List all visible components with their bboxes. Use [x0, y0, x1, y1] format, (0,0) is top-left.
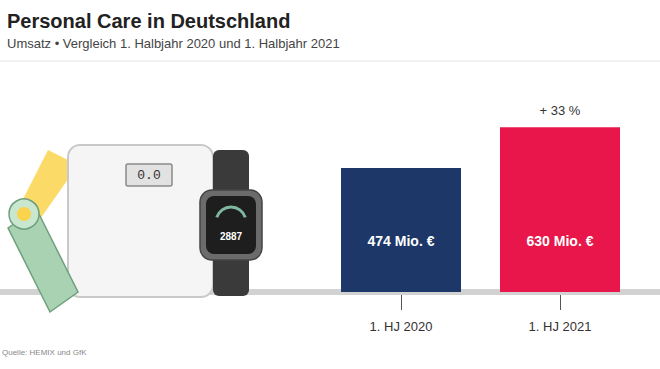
svg-text:1. HJ 2021: 1. HJ 2021 [529, 319, 592, 334]
svg-text:Personal Care in Deutschland: Personal Care in Deutschland [7, 10, 290, 32]
svg-text:Quelle: HEMIX und GfK: Quelle: HEMIX und GfK [2, 348, 87, 357]
svg-text:+ 33 %: + 33 % [540, 103, 581, 118]
svg-text:1. HJ 2020: 1. HJ 2020 [370, 319, 433, 334]
svg-text:474 Mio. €: 474 Mio. € [368, 233, 435, 249]
svg-text:0.0: 0.0 [137, 168, 160, 183]
svg-text:2887: 2887 [220, 231, 243, 242]
svg-text:Umsatz • Vergleich 1. Halbjahr: Umsatz • Vergleich 1. Halbjahr 2020 und … [7, 36, 340, 51]
svg-text:630 Mio. €: 630 Mio. € [527, 233, 594, 249]
